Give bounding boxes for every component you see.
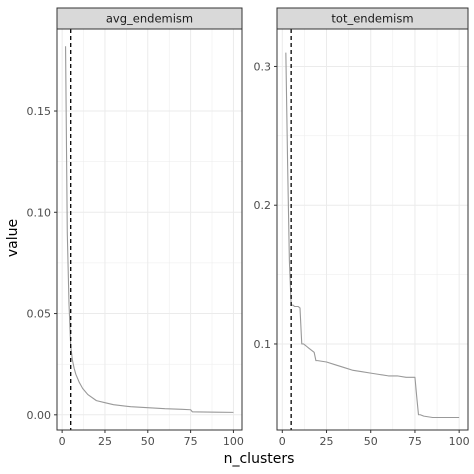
x-tick-label: 75	[184, 435, 198, 448]
panel-background	[277, 29, 468, 430]
x-tick-label: 100	[223, 435, 244, 448]
facet-strip	[56, 7, 243, 30]
y-tick-label: 0.2	[254, 199, 272, 212]
y-tick-label: 0.00	[27, 409, 52, 422]
x-tick-label: 25	[320, 435, 334, 448]
series-line	[285, 52, 460, 419]
series-line	[65, 46, 234, 413]
x-tick-label: 75	[408, 435, 422, 448]
y-tick-label: 0.3	[254, 60, 272, 73]
facet-strip-label: tot_endemism	[331, 12, 413, 26]
facet-strip	[276, 7, 469, 30]
x-tick-label: 50	[364, 435, 378, 448]
panel-background	[57, 29, 242, 430]
x-tick-label: 50	[141, 435, 155, 448]
facet-strip-label: avg_endemism	[106, 12, 193, 26]
x-tick-label: 25	[98, 435, 112, 448]
panel-tot-endemism: tot_endemism 0 25 50 75 100 0.1 0.2 0.3	[254, 7, 470, 448]
panel-avg-endemism: avg_endemism 0 25 50 75 100 0.00 0.05 0.10 0.15	[27, 7, 244, 448]
y-tick-label: 0.15	[27, 105, 52, 118]
y-tick-label: 0.1	[254, 338, 272, 351]
x-tick-label: 100	[449, 435, 470, 448]
x-tick-label: 0	[59, 435, 66, 448]
x-axis-title: n_clusters	[224, 451, 295, 467]
y-tick-label: 0.10	[27, 206, 52, 219]
y-axis-title: value	[5, 219, 21, 257]
y-tick-label: 0.05	[27, 308, 52, 321]
x-tick-label: 0	[279, 435, 286, 448]
